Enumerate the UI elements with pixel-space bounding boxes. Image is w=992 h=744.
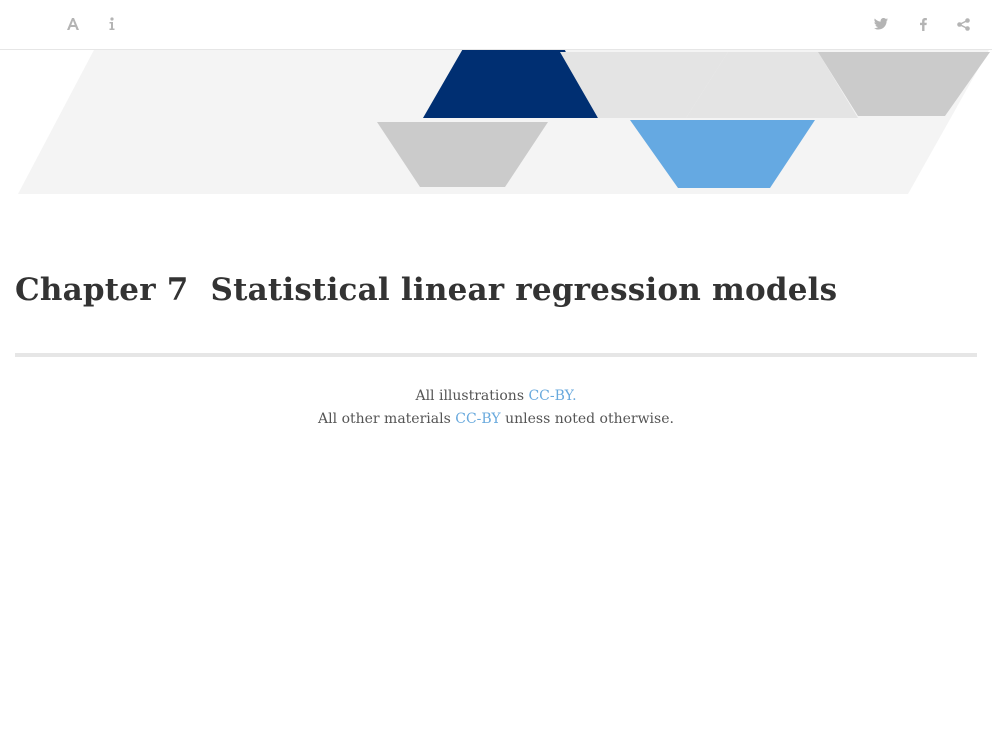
license-line1-text: All illustrations (415, 388, 529, 404)
banner-shape-dark-blue (423, 40, 598, 118)
header-banner (18, 40, 990, 194)
share-icon (956, 17, 970, 31)
banner-shape-gray-3 (818, 52, 990, 116)
cc-by-illustrations-link[interactable]: CC-BY. (528, 388, 577, 404)
banner-shape-gray-1 (560, 52, 728, 118)
facebook-share-button[interactable] (912, 13, 934, 35)
info-button[interactable] (101, 13, 123, 35)
license-footer: All illustrations CC-BY. All other mater… (0, 385, 992, 431)
share-button[interactable] (952, 13, 974, 35)
twitter-icon (874, 18, 888, 30)
chapter-name: Statistical linear regression models (210, 272, 838, 308)
font-settings-button[interactable] (62, 13, 84, 35)
facebook-icon (919, 17, 927, 31)
info-icon (108, 17, 116, 31)
license-line2-text: All other materials (318, 411, 456, 427)
license-line-materials: All other materials CC-BY unless noted o… (0, 408, 992, 431)
license-line-illustrations: All illustrations CC-BY. (0, 385, 992, 408)
cc-by-materials-link[interactable]: CC-BY (455, 411, 501, 427)
twitter-share-button[interactable] (870, 13, 892, 35)
title-divider (15, 353, 977, 357)
font-settings-icon (66, 17, 80, 31)
book-toolbar (0, 0, 992, 50)
banner-shape-gray-2 (686, 52, 858, 118)
banner-shape-light-blue (630, 120, 815, 188)
chapter-title: Chapter 7 Statistical linear regression m… (15, 272, 837, 308)
chapter-number: Chapter 7 (15, 272, 189, 308)
license-line2-suffix: unless noted otherwise. (500, 411, 674, 427)
banner-shape-gray-4 (377, 122, 548, 187)
